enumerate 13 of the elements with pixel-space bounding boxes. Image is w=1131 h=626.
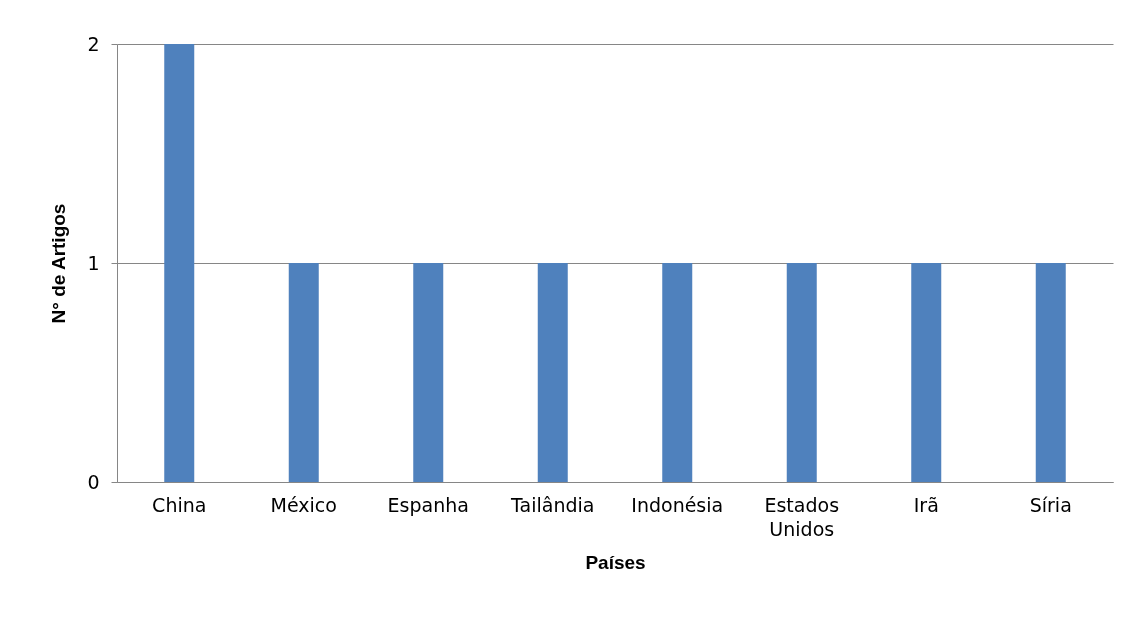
y-tick-label: 1 bbox=[87, 251, 100, 274]
x-tick-label: Irã bbox=[913, 493, 939, 516]
x-tick-label: Indonésia bbox=[631, 493, 724, 516]
x-tick-label: Tailândia bbox=[510, 493, 595, 516]
x-tick-label: Estados Unidos bbox=[764, 493, 840, 540]
y-tick-label: 0 bbox=[87, 470, 100, 493]
y-tick-label: 2 bbox=[87, 32, 100, 55]
x-tick-label: China bbox=[152, 493, 207, 516]
x-axis-title: Países bbox=[585, 551, 646, 573]
x-tick-label: Espanha bbox=[387, 493, 469, 516]
x-tick-label: México bbox=[270, 493, 337, 516]
x-tick-label: Síria bbox=[1029, 493, 1072, 516]
y-axis-title: N° de Artigos bbox=[48, 203, 70, 324]
